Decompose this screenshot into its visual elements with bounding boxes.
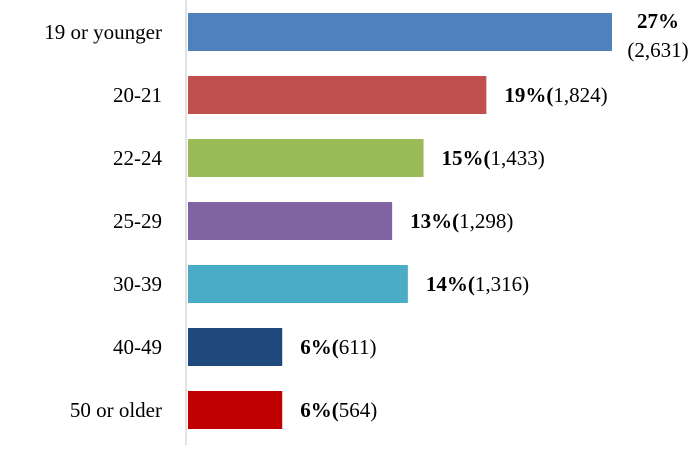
category-label: 20-21 <box>113 83 162 107</box>
data-label-paren: ( <box>332 335 339 359</box>
data-label-paren: ( <box>468 272 475 296</box>
category-label: 30-39 <box>113 272 162 296</box>
category-label: 50 or older <box>70 398 162 422</box>
data-label: 6%(611) <box>300 335 376 359</box>
category-labels: 19 or younger 20-21 22-24 25-29 30-39 40-49 50… <box>44 20 162 422</box>
bar <box>188 391 283 429</box>
data-label: 19%(1,824) <box>504 83 607 107</box>
data-label-paren: ( <box>484 146 491 170</box>
category-label: 22-24 <box>113 146 162 170</box>
data-label: 14%(1,316) <box>426 272 529 296</box>
data-label-percent: 19% <box>504 83 546 107</box>
data-label-paren: ( <box>332 398 339 422</box>
data-label-percent: 6% <box>300 335 332 359</box>
data-label: 15%(1,433) <box>442 146 545 170</box>
data-label-count: 1,316) <box>475 272 529 296</box>
data-label-count: 1,433) <box>491 146 545 170</box>
bars <box>188 13 612 429</box>
data-label-percent: 6% <box>300 398 332 422</box>
data-label: 6%(564) <box>300 398 377 422</box>
data-labels: 27%(2,631)19%(1,824)15%(1,433)13%(1,298)… <box>300 9 688 422</box>
data-label-percent: 14% <box>426 272 468 296</box>
data-label-count: 564) <box>339 398 378 422</box>
data-label-paren: ( <box>452 209 459 233</box>
data-label-percent: 15% <box>442 146 484 170</box>
category-label: 25-29 <box>113 209 162 233</box>
data-label-count: (2,631) <box>627 38 688 62</box>
bar <box>188 13 612 51</box>
bar <box>188 328 283 366</box>
bar <box>188 265 408 303</box>
bar <box>188 139 424 177</box>
category-label: 19 or younger <box>44 20 162 44</box>
data-label: 13%(1,298) <box>410 209 513 233</box>
bar <box>188 202 393 240</box>
data-label-percent: 27% <box>637 9 679 33</box>
bar <box>188 76 487 114</box>
category-label: 40-49 <box>113 335 162 359</box>
data-label-count: 611) <box>339 335 377 359</box>
data-label-count: 1,298) <box>459 209 513 233</box>
data-label-count: 1,824) <box>553 83 607 107</box>
data-label-percent: 13% <box>410 209 452 233</box>
data-label-paren: ( <box>546 83 553 107</box>
